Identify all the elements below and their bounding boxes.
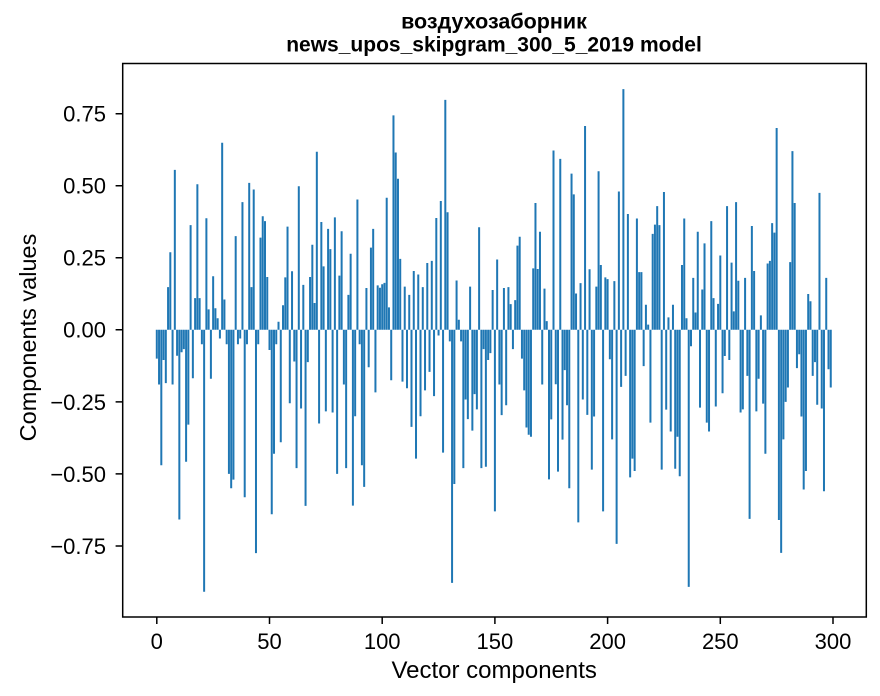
svg-text:−0.50: −0.50 — [50, 462, 106, 487]
svg-text:news_upos_skipgram_300_5_2019: news_upos_skipgram_300_5_2019 model — [286, 34, 702, 57]
svg-text:Vector components: Vector components — [391, 657, 596, 684]
svg-text:100: 100 — [364, 629, 401, 654]
svg-text:0: 0 — [151, 629, 163, 654]
svg-text:0.50: 0.50 — [63, 174, 106, 199]
svg-text:−0.75: −0.75 — [50, 534, 106, 559]
svg-text:−0.25: −0.25 — [50, 390, 106, 415]
svg-text:0.25: 0.25 — [63, 246, 106, 271]
svg-text:50: 50 — [257, 629, 281, 654]
svg-text:0.00: 0.00 — [63, 318, 106, 343]
svg-text:150: 150 — [477, 629, 514, 654]
svg-text:200: 200 — [589, 629, 626, 654]
svg-text:Components values: Components values — [15, 234, 41, 442]
svg-text:воздухозаборник: воздухозаборник — [401, 10, 587, 34]
svg-text:0.75: 0.75 — [63, 102, 106, 127]
svg-text:250: 250 — [702, 629, 739, 654]
svg-text:300: 300 — [815, 629, 852, 654]
